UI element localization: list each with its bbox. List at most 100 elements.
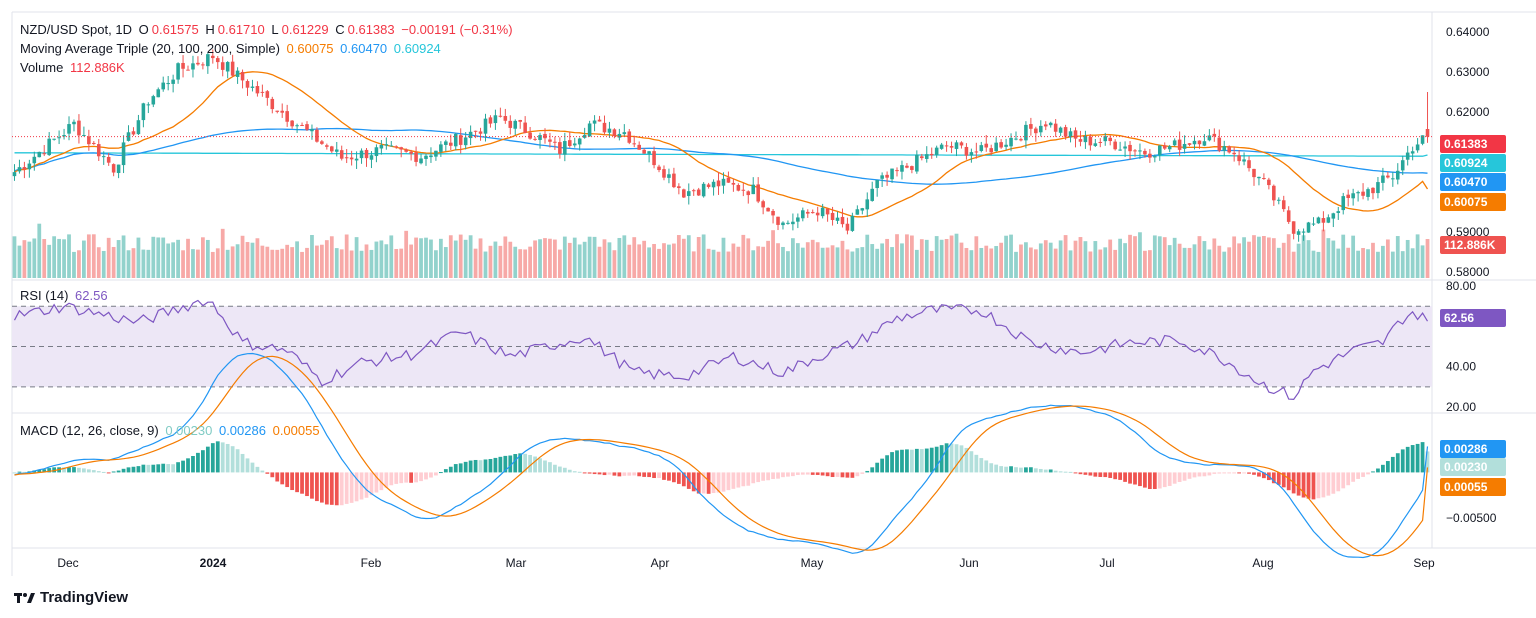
candle — [974, 142, 979, 159]
macd-hist-bar — [453, 464, 458, 473]
volume-bar — [275, 249, 280, 278]
candle — [126, 125, 131, 142]
macd-hist-bar — [1326, 472, 1331, 496]
volume-bar — [285, 244, 290, 278]
candle — [682, 188, 686, 198]
volume-bar — [106, 237, 111, 278]
macd-hist-bar — [1232, 472, 1237, 474]
candle — [999, 139, 1003, 149]
macd-hist-bar — [91, 470, 96, 473]
candle-body — [791, 221, 795, 225]
macd-hist-bar — [1108, 472, 1113, 478]
candle-body — [1212, 133, 1217, 137]
volume-bar — [1276, 247, 1281, 278]
volume-label[interactable]: Volume — [20, 60, 64, 75]
volume-bar — [488, 245, 493, 278]
macd-pane[interactable] — [12, 352, 1430, 559]
ma20-tag: 0.60075 — [1440, 193, 1506, 211]
macd-hist-bar — [662, 472, 666, 480]
candle-body — [974, 151, 979, 153]
macd-hist-bar — [800, 472, 805, 475]
candle-body — [1118, 149, 1122, 151]
candle — [52, 138, 56, 141]
candle-body — [478, 131, 483, 134]
volume-bar — [1063, 235, 1068, 278]
macd-hist-bar — [746, 472, 751, 486]
macd-hist-bar — [230, 446, 235, 473]
candle — [82, 126, 86, 137]
macd-hist-bar — [880, 458, 885, 473]
axis-tag-text: 0.00286 — [1444, 442, 1488, 456]
macd-hist-bar — [329, 472, 334, 505]
candle — [1415, 138, 1420, 153]
volume-bar — [201, 237, 205, 278]
macd-hist-bar — [736, 472, 741, 488]
candle — [845, 217, 850, 235]
candle-body — [731, 182, 736, 185]
candle — [1346, 189, 1350, 207]
ma-label[interactable]: Moving Average Triple (20, 100, 200, Sim… — [20, 41, 280, 56]
macd-hist-bar — [344, 472, 349, 504]
macd-hist-bar — [1202, 472, 1207, 477]
candle-body — [954, 142, 959, 149]
volume-bar — [672, 243, 676, 278]
macd-hist-bar — [1257, 472, 1261, 477]
candle — [310, 124, 314, 140]
rsi-label[interactable]: RSI (14) — [20, 288, 69, 303]
candle — [1148, 149, 1152, 163]
candle-body — [607, 128, 612, 133]
volume-bar — [1420, 245, 1425, 278]
candle-body — [349, 157, 354, 160]
volume-bar — [478, 238, 483, 278]
volume-bar — [1301, 235, 1306, 278]
macd-label[interactable]: MACD (12, 26, close, 9) — [20, 423, 159, 438]
volume-bar — [786, 251, 790, 278]
candle-body — [1019, 139, 1023, 141]
candle — [508, 115, 513, 135]
candle-body — [82, 135, 86, 137]
macd-hist-bar — [225, 443, 230, 473]
tradingview-logo[interactable]: TradingView — [14, 589, 128, 606]
volume-bar — [781, 246, 785, 278]
volume-bar — [196, 249, 200, 278]
candle — [1128, 140, 1132, 160]
rsi-axis-label: 80.00 — [1446, 279, 1476, 293]
candle-body — [1053, 123, 1058, 132]
price-pane[interactable] — [12, 49, 1432, 278]
rsi-pane[interactable] — [12, 299, 1432, 401]
candle — [652, 146, 656, 169]
time-axis-label: Jun — [959, 556, 978, 570]
macd-hist-bar — [42, 469, 47, 473]
macd-hist-bar — [929, 447, 934, 473]
macd-hist-bar — [310, 472, 314, 499]
candle-body — [632, 143, 637, 145]
macd-hist-bar — [424, 472, 428, 480]
candle-body — [553, 141, 557, 143]
axis-tag-text: 0.60924 — [1444, 156, 1488, 170]
macd-hist-bar — [27, 471, 32, 473]
candle-body — [364, 149, 369, 159]
volume-bar — [905, 234, 909, 278]
candle-body — [677, 186, 681, 189]
candle — [657, 164, 661, 173]
candle — [949, 141, 954, 154]
volume-bar — [850, 251, 855, 278]
symbol-title[interactable]: NZD/USD Spot, 1D — [20, 22, 132, 37]
candle-body — [434, 150, 438, 157]
macd-hist-bar — [37, 469, 42, 473]
volume-bar — [934, 236, 939, 278]
volume-bar — [161, 237, 166, 278]
moving-average-lines — [14, 71, 1429, 218]
candle-body — [756, 184, 760, 202]
volume-bar — [1073, 240, 1078, 278]
ma100-tag: 0.60470 — [1440, 173, 1506, 191]
macd-hist-bar — [359, 472, 364, 500]
candle-body — [17, 167, 22, 172]
candle-body — [696, 189, 701, 196]
candle-body — [602, 122, 607, 133]
volume-bar — [310, 234, 314, 278]
volume-bar — [979, 247, 984, 278]
macd-hist-bar — [860, 472, 865, 474]
candle — [721, 172, 726, 194]
